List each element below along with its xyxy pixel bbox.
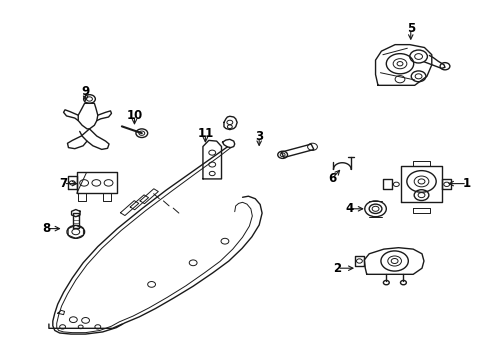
- Text: 7: 7: [60, 177, 67, 190]
- Text: 5: 5: [406, 22, 414, 35]
- Text: 8: 8: [42, 222, 50, 235]
- Text: 2: 2: [333, 262, 341, 275]
- Text: 10: 10: [126, 109, 142, 122]
- Text: 6: 6: [328, 172, 336, 185]
- Text: 11: 11: [197, 127, 213, 140]
- Text: 9: 9: [81, 85, 89, 98]
- Text: 1: 1: [462, 177, 470, 190]
- Text: 3: 3: [255, 130, 263, 143]
- Text: 4: 4: [345, 202, 353, 215]
